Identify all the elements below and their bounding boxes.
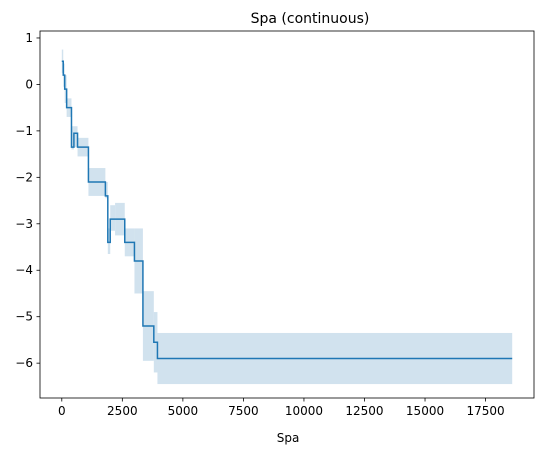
plot-area [39,30,535,399]
series-line [61,60,513,360]
y-tick-label: −4 [15,263,33,277]
y-tick-label: −1 [15,124,33,138]
x-axis-label: Spa [277,431,300,445]
x-tick-label: 5000 [168,404,199,418]
y-tick-label: −2 [15,170,33,184]
x-tick-label: 0 [58,404,66,418]
confidence-band-segment [71,126,74,150]
x-tick-label: 10000 [285,404,323,418]
x-axis: 0 2500 5000 7500 10000 12500 15000 17500 [58,398,505,418]
confidence-band-segment [110,205,116,231]
confidence-band-segment [105,181,108,199]
y-tick-label: −6 [15,356,33,370]
confidence-band-segment [73,126,78,148]
x-tick-label: 15000 [406,404,444,418]
chart-title: Spa (continuous) [251,11,370,27]
plot-frame [39,30,535,399]
y-tick-label: 1 [25,31,33,45]
y-axis: −6 −5 −4 −3 −2 −1 0 1 [15,31,40,370]
y-tick-label: 0 [25,77,33,91]
confidence-band-segment [107,228,111,254]
x-tick-label: 7500 [228,404,259,418]
y-tick-label: −3 [15,217,33,231]
y-tick-label: −5 [15,310,33,324]
x-tick-label: 2500 [107,404,138,418]
x-tick-label: 12500 [345,404,383,418]
x-tick-label: 17500 [466,404,504,418]
